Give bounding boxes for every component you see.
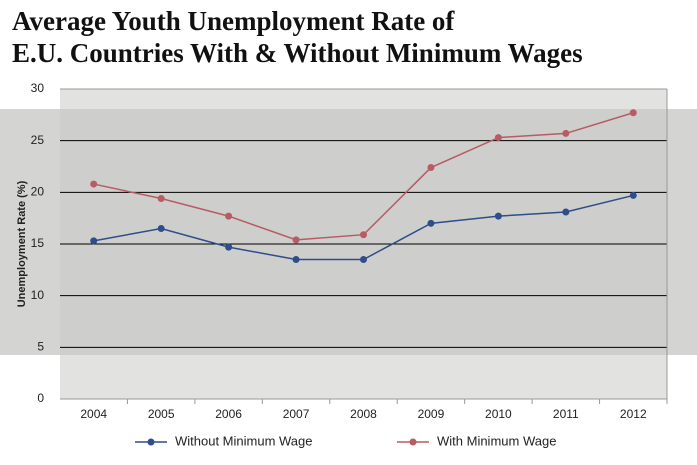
data-point xyxy=(562,129,570,137)
y-tick-label: 25 xyxy=(31,133,45,147)
data-point xyxy=(427,219,435,227)
y-tick-label: 0 xyxy=(37,391,44,405)
y-tick-label: 30 xyxy=(31,81,45,95)
data-point xyxy=(225,212,233,220)
y-axis-label: Unemployment Rate (%) xyxy=(16,180,28,307)
y-tick-label: 5 xyxy=(37,340,44,354)
data-point xyxy=(360,231,367,239)
x-tick-label: 2011 xyxy=(553,407,579,421)
x-tick-label: 2012 xyxy=(620,407,647,421)
x-tick-label: 2006 xyxy=(215,407,242,421)
watermark-band xyxy=(0,109,697,355)
x-tick-label: 2004 xyxy=(80,407,107,421)
x-tick-label: 2008 xyxy=(350,407,377,421)
x-tick-label: 2010 xyxy=(485,407,512,421)
data-point xyxy=(494,212,502,220)
data-point xyxy=(90,180,98,188)
data-point xyxy=(494,134,502,142)
y-tick-label: 20 xyxy=(31,185,45,199)
legend-marker xyxy=(147,438,155,446)
data-point xyxy=(427,164,435,172)
data-point xyxy=(360,256,367,263)
data-point xyxy=(157,195,165,203)
data-point xyxy=(292,256,300,263)
legend-label: With Minimum Wage xyxy=(437,433,556,448)
x-tick-label: 2005 xyxy=(148,407,175,421)
data-point xyxy=(225,243,233,251)
chart-title: Average Youth Unemployment Rate of xyxy=(12,6,455,36)
data-point xyxy=(157,225,165,232)
x-tick-label: 2009 xyxy=(418,407,445,421)
legend-label: Without Minimum Wage xyxy=(175,433,313,448)
data-point xyxy=(629,109,637,117)
y-tick-label: 15 xyxy=(31,236,45,250)
data-point xyxy=(629,191,637,199)
y-tick-label: 10 xyxy=(31,288,45,302)
x-tick-label: 2007 xyxy=(283,407,310,421)
data-point xyxy=(292,236,300,244)
data-point xyxy=(562,208,570,216)
data-point xyxy=(90,237,98,245)
chart-title: E.U. Countries With & Without Minimum Wa… xyxy=(12,38,583,68)
legend-marker xyxy=(409,438,417,446)
